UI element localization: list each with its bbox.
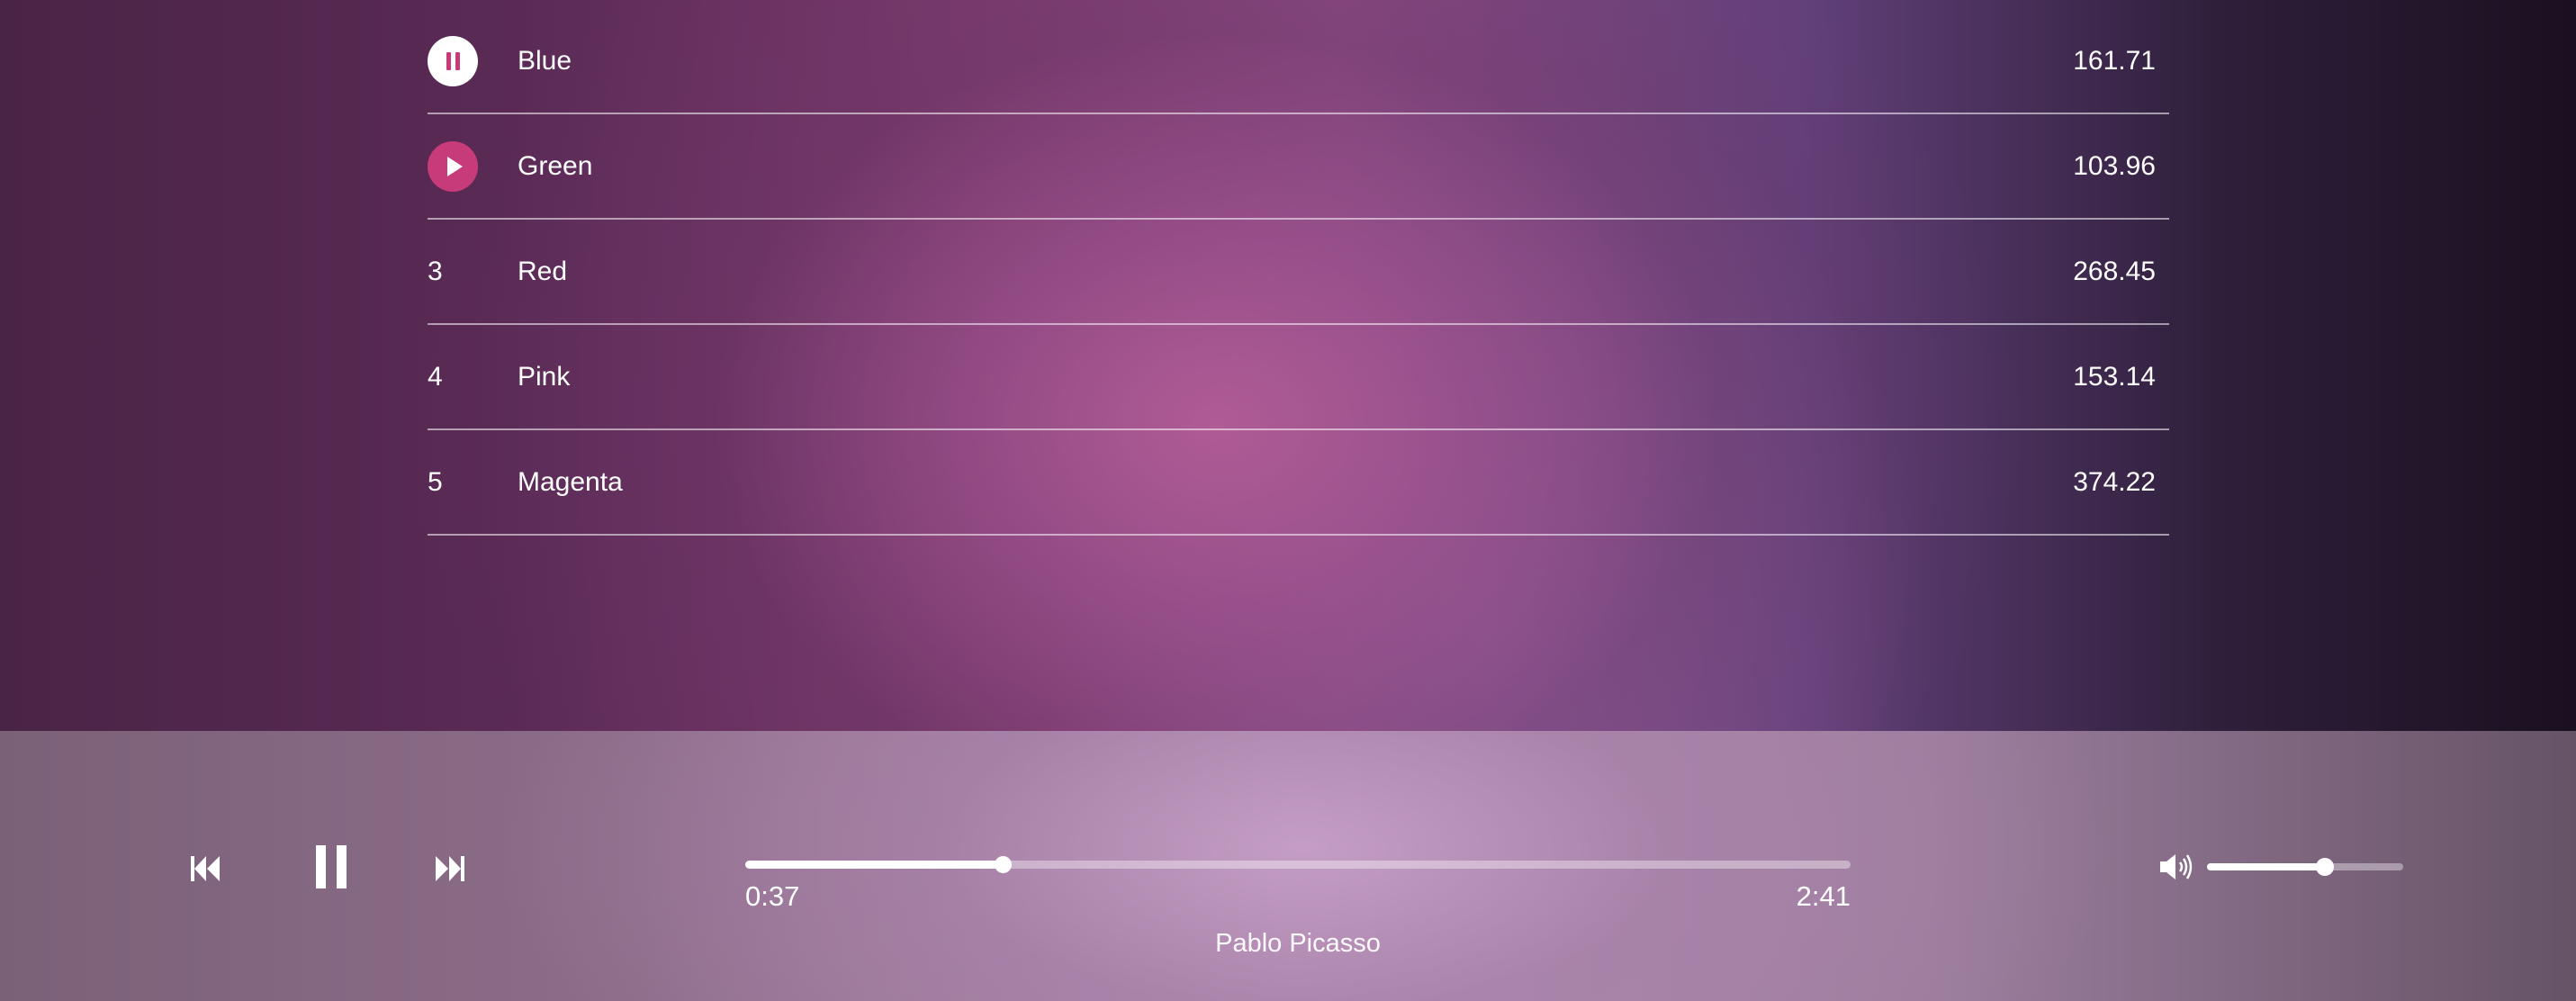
pause-icon [446, 51, 460, 70]
track-number: 4 [428, 361, 443, 392]
track-lead [428, 35, 518, 86]
track-title: Red [518, 256, 568, 286]
track-title: Magenta [518, 466, 623, 497]
volume-icon [2160, 854, 2193, 879]
player-bar: 0:37 2:41 Pablo Picasso [0, 731, 2576, 1001]
play-icon [446, 156, 463, 176]
progress-bar[interactable] [745, 856, 1851, 873]
next-track-button[interactable] [428, 851, 471, 887]
track-duration: 103.96 [2073, 150, 2156, 181]
progress-fill [745, 861, 1004, 869]
volume-handle[interactable] [2315, 858, 2334, 876]
track-play-button[interactable] [428, 140, 478, 192]
playlist: Blue 161.71 Green 103.96 3 Red 268.45 4 … [428, 9, 2169, 536]
track-duration: 374.22 [2073, 466, 2156, 497]
track-lead [428, 140, 518, 192]
track-row[interactable]: Blue 161.71 [428, 9, 2169, 114]
volume-fill [2207, 863, 2325, 870]
track-row[interactable]: Green 103.96 [428, 114, 2169, 220]
track-pause-button[interactable] [428, 35, 478, 86]
total-time: 2:41 [1796, 880, 1851, 912]
track-row[interactable]: 5 Magenta 374.22 [428, 430, 2169, 536]
track-number: 3 [428, 256, 443, 286]
previous-track-button[interactable] [185, 851, 228, 887]
track-duration: 153.14 [2073, 361, 2156, 392]
track-title: Pink [518, 361, 571, 392]
current-time: 0:37 [745, 880, 800, 912]
track-title: Green [518, 150, 593, 181]
track-row[interactable]: 3 Red 268.45 [428, 220, 2169, 325]
pause-icon [315, 845, 347, 888]
artist-name: Pablo Picasso [1215, 929, 1381, 958]
skip-forward-icon [436, 856, 464, 881]
volume-slider[interactable] [2207, 858, 2403, 876]
track-duration: 268.45 [2073, 256, 2156, 286]
track-number: 5 [428, 466, 443, 497]
track-duration: 161.71 [2073, 45, 2156, 76]
skip-back-icon [191, 856, 220, 881]
pause-button[interactable] [311, 841, 351, 893]
track-title: Blue [518, 45, 572, 76]
progress-handle[interactable] [995, 856, 1013, 873]
volume-button[interactable] [2158, 849, 2198, 885]
track-row[interactable]: 4 Pink 153.14 [428, 325, 2169, 430]
